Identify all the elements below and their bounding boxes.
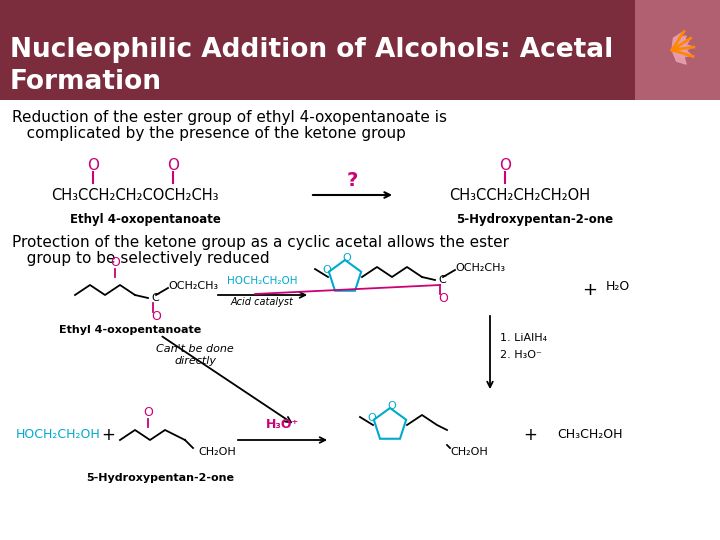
Bar <box>0 0 635 100</box>
Text: ?: ? <box>346 171 358 190</box>
Text: O: O <box>143 407 153 420</box>
Text: C: C <box>151 293 158 303</box>
Text: O: O <box>151 309 161 322</box>
Text: O: O <box>167 158 179 172</box>
Text: Can't be done
directly: Can't be done directly <box>156 344 234 366</box>
Text: 2. H₃O⁻: 2. H₃O⁻ <box>500 350 542 360</box>
Text: 5-Hydroxypentan-2-one: 5-Hydroxypentan-2-one <box>86 473 234 483</box>
Text: CH₃CCH₂CH₂CH₂OH: CH₃CCH₂CH₂CH₂OH <box>449 187 590 202</box>
Text: Ethyl 4-oxopentanoate: Ethyl 4-oxopentanoate <box>70 213 220 226</box>
Polygon shape <box>672 50 686 64</box>
Text: 1. LiAlH₄: 1. LiAlH₄ <box>500 333 547 343</box>
Text: H₂O: H₂O <box>606 280 630 294</box>
Text: Nucleophilic Addition of Alcohols: Acetal: Nucleophilic Addition of Alcohols: Aceta… <box>10 37 613 63</box>
Text: O: O <box>367 413 377 423</box>
Text: CH₃CH₂OH: CH₃CH₂OH <box>557 429 623 442</box>
Polygon shape <box>672 44 692 53</box>
Text: Ethyl 4-oxopentanoate: Ethyl 4-oxopentanoate <box>59 325 201 335</box>
Text: CH₂OH: CH₂OH <box>450 447 487 457</box>
Text: O: O <box>387 401 397 411</box>
Text: CH₃CCH₂CH₂COCH₂CH₃: CH₃CCH₂CH₂COCH₂CH₃ <box>51 187 219 202</box>
Text: C: C <box>438 275 446 285</box>
Polygon shape <box>672 40 689 50</box>
Text: Reduction of the ester group of ethyl 4-oxopentanoate is: Reduction of the ester group of ethyl 4-… <box>12 110 447 125</box>
Text: HOCH₂CH₂OH: HOCH₂CH₂OH <box>227 276 297 286</box>
Polygon shape <box>672 33 682 50</box>
Text: complicated by the presence of the ketone group: complicated by the presence of the keton… <box>12 126 406 141</box>
Text: Protection of the ketone group as a cyclic acetal allows the ester: Protection of the ketone group as a cycl… <box>12 235 509 250</box>
Text: +: + <box>523 426 537 444</box>
Text: O: O <box>438 292 448 305</box>
Polygon shape <box>672 36 686 50</box>
Text: H₃O⁺: H₃O⁺ <box>266 418 299 431</box>
Text: O: O <box>323 265 331 275</box>
Text: O: O <box>87 158 99 172</box>
Text: HOCH₂CH₂OH: HOCH₂CH₂OH <box>16 429 100 442</box>
Bar <box>635 0 720 100</box>
Text: CH₂OH: CH₂OH <box>198 447 235 457</box>
Text: Acid catalyst: Acid catalyst <box>230 297 294 307</box>
Text: group to be selectively reduced: group to be selectively reduced <box>12 251 269 266</box>
Text: 5-Hydroxypentan-2-one: 5-Hydroxypentan-2-one <box>456 213 613 226</box>
Text: Formation: Formation <box>10 69 162 95</box>
Text: +: + <box>101 426 115 444</box>
Text: O: O <box>110 256 120 269</box>
Polygon shape <box>672 49 691 57</box>
Text: OCH₂CH₃: OCH₂CH₃ <box>168 281 218 291</box>
Text: O: O <box>499 158 511 172</box>
Text: OCH₂CH₃: OCH₂CH₃ <box>455 263 505 273</box>
Text: +: + <box>582 281 598 299</box>
Text: O: O <box>343 253 351 263</box>
